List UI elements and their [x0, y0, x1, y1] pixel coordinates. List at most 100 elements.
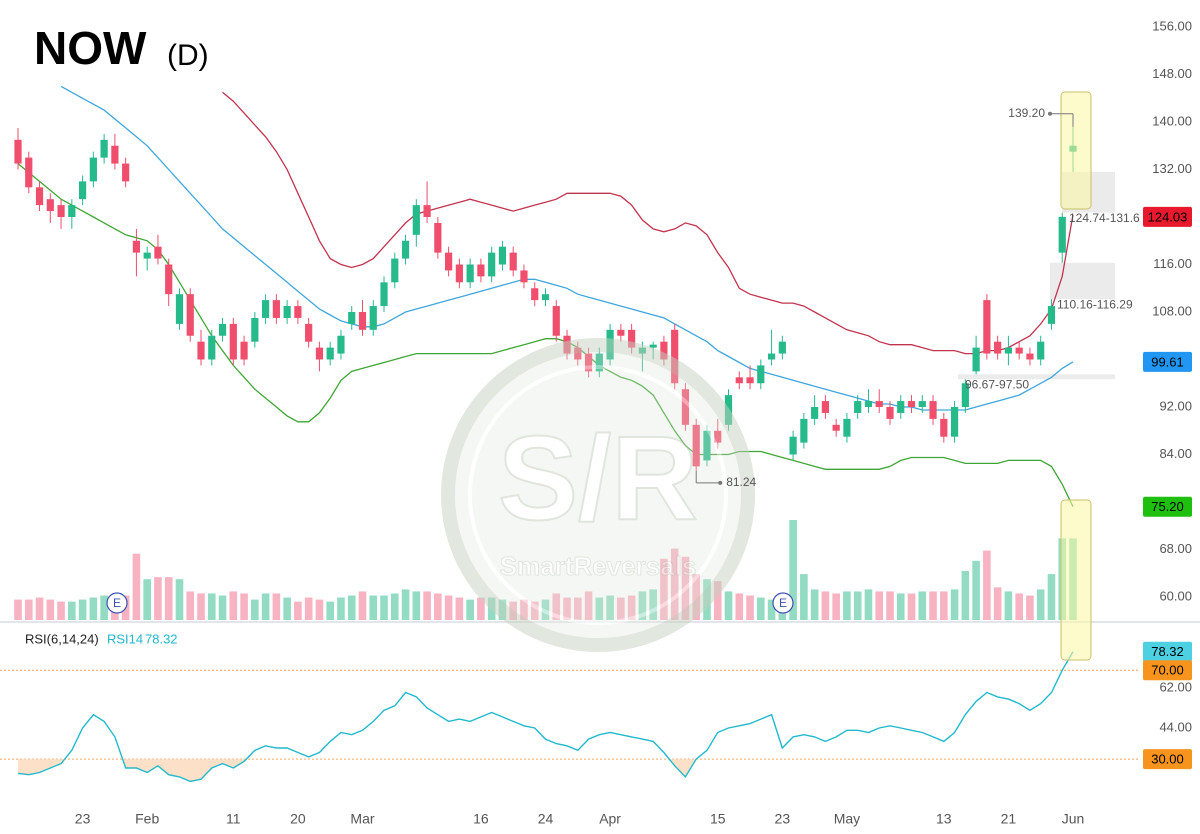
candle-body — [294, 306, 302, 318]
x-tick-label: 15 — [710, 811, 726, 827]
volume-bar — [886, 591, 894, 620]
candle-body — [746, 377, 754, 384]
candle-body — [789, 436, 797, 455]
volume-bar — [853, 591, 862, 620]
volume-bar — [326, 601, 334, 620]
candle-body — [703, 430, 711, 461]
candle-body — [154, 246, 162, 259]
candle-body — [843, 418, 851, 437]
watermark-ring — [468, 365, 728, 625]
candle-body — [348, 312, 356, 324]
candle-body — [78, 181, 87, 200]
price-tag — [1143, 206, 1192, 227]
y-tick-label: 108.00 — [1152, 303, 1192, 318]
high-label: 139.20 — [1008, 106, 1045, 120]
candle-body — [186, 294, 194, 336]
volume-bar — [68, 601, 76, 620]
candle-body — [25, 157, 33, 188]
volume-bar — [218, 595, 227, 620]
candle-body — [918, 401, 926, 407]
earnings-marker: E — [772, 592, 794, 614]
candle-body — [886, 407, 894, 419]
volume-bar — [1047, 574, 1056, 620]
candle-body — [100, 139, 108, 158]
y-tick-label: 84.00 — [1159, 446, 1192, 461]
candle-body — [714, 430, 722, 443]
band-line-upper — [222, 91, 1074, 355]
candle-body — [305, 323, 313, 342]
price-tag-label: 75.20 — [1151, 499, 1184, 514]
price-tag — [1143, 496, 1192, 517]
volume-bar — [843, 591, 851, 620]
volume-bar — [283, 597, 291, 620]
volume-bar — [821, 591, 830, 620]
gap-zone — [1050, 262, 1115, 300]
candle-body — [337, 335, 345, 354]
gap-label: 110.16-116.29 — [1057, 297, 1133, 311]
candle-body — [972, 347, 980, 372]
x-tick-label: 13 — [936, 811, 952, 827]
volume-bar — [563, 597, 571, 620]
volume-bar — [412, 591, 421, 620]
x-tick-label: 23 — [775, 811, 791, 827]
price-tag-label: 124.03 — [1148, 209, 1188, 224]
candle-body — [488, 252, 496, 277]
candle-body — [961, 383, 969, 407]
x-tick-label: Feb — [135, 811, 159, 827]
candle-body — [423, 205, 431, 217]
volume-bar — [983, 550, 991, 620]
x-tick-label: 16 — [473, 811, 489, 827]
rsi-legend: RSI(6,14,24) — [25, 631, 99, 646]
candle-body — [369, 306, 377, 330]
candle-body — [326, 347, 334, 360]
x-tick-label: 24 — [538, 811, 554, 827]
candle-body — [854, 401, 862, 413]
candle-body — [143, 252, 151, 259]
price-tag-label: 30.00 — [1151, 752, 1184, 767]
candle-body — [35, 187, 44, 206]
candle-body — [541, 294, 550, 301]
candle-body — [628, 329, 636, 348]
y-tick-label: 92.00 — [1159, 398, 1192, 413]
volume-bar — [401, 589, 410, 620]
candle-body — [57, 205, 65, 217]
price-tag — [1143, 749, 1192, 770]
main-layer — [14, 85, 1077, 783]
volume-bar — [1036, 589, 1045, 620]
volume-bar — [907, 593, 916, 620]
gap-label: 96.67-97.50 — [965, 377, 1029, 391]
candle-body — [111, 145, 119, 164]
volume-bar — [272, 593, 281, 620]
volume-bar — [369, 595, 378, 620]
over-layer: 156.00 148.00 140.00 132.00 116.00 108.00 92.0… — [75, 18, 1192, 827]
volume-bar — [692, 574, 701, 620]
volume-bar — [929, 591, 937, 620]
candle-body — [950, 407, 959, 437]
volume-bar — [746, 595, 754, 620]
volume-bar — [649, 589, 657, 620]
volume-bar — [1004, 591, 1013, 620]
candle-body — [477, 264, 485, 277]
volume-bar — [638, 591, 647, 620]
y-tick-label: 116.00 — [1153, 256, 1192, 271]
x-tick-label: Apr — [599, 811, 621, 827]
volume-bar — [261, 593, 270, 620]
candle-body — [811, 407, 819, 419]
volume-bar — [444, 595, 453, 620]
candle-body — [897, 401, 905, 413]
candle-body — [14, 139, 22, 164]
volume-bar — [627, 595, 636, 620]
y-tick-label: 60.00 — [1159, 588, 1192, 603]
candle-body — [262, 300, 270, 318]
volume-bar — [380, 595, 388, 620]
volume-bar — [24, 599, 33, 620]
volume-bar — [810, 589, 819, 620]
candle-body — [767, 353, 776, 360]
gap-label: 124.74-131.6 — [1069, 211, 1140, 225]
volume-bar — [304, 597, 313, 620]
volume-bar — [1026, 595, 1034, 620]
volume-bar — [175, 579, 184, 620]
y-tick-label: 132.00 — [1152, 161, 1192, 176]
candle-body — [757, 365, 765, 384]
